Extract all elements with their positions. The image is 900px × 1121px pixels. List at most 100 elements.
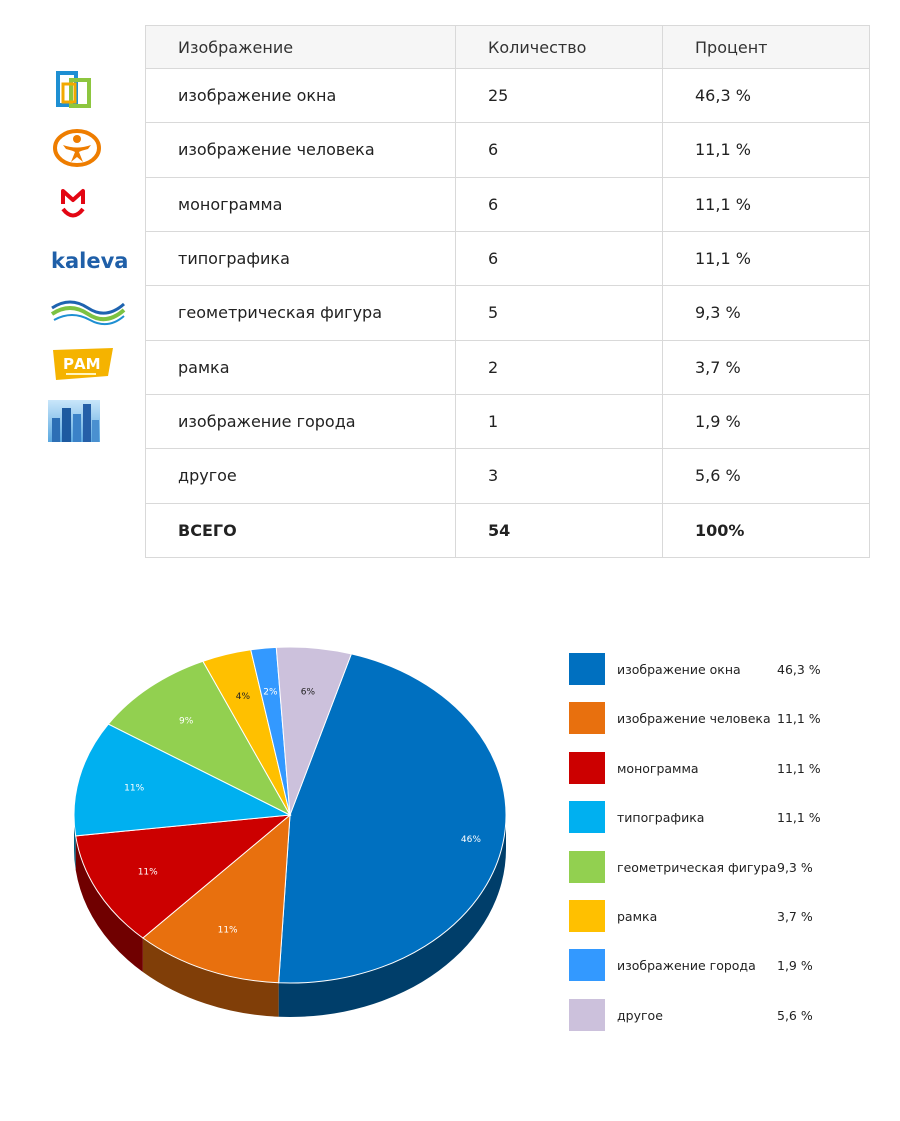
legend-item: изображение окна 46,3 % (569, 653, 869, 702)
table-row: типографика 6 11,1 % (145, 230, 870, 287)
pie-slice (75, 814, 292, 939)
pie-chart: 46% 11% 11% 11% 9% 4% 2% 6% (73, 646, 507, 1017)
legend-label: геометрическая фигура (617, 859, 777, 875)
ram-logo: РАМ (53, 348, 113, 380)
header-image: Изображение (145, 25, 456, 69)
windows-logo (56, 71, 91, 108)
pie-slice (142, 813, 291, 984)
cell-category: геометрическая фигура (145, 285, 456, 341)
cell-count: 5 (455, 285, 663, 341)
cell-category: монограмма (145, 176, 456, 232)
table-row: изображение окна 25 46,3 % (145, 67, 870, 124)
cell-category: типографика (145, 230, 456, 287)
pie-data-label: 4% (236, 692, 251, 702)
legend-swatch (569, 949, 605, 982)
pie-slice-side (142, 938, 279, 1017)
legend-swatch (569, 653, 605, 685)
table-row: монограмма 6 11,1 % (145, 176, 870, 232)
legend-value: 11,1 % (777, 711, 821, 727)
table-row: рамка 2 3,7 % (145, 339, 870, 395)
legend-swatch (569, 702, 605, 735)
cell-category: изображение окна (145, 67, 456, 124)
legend-item: геометрическая фигура 9,3 % (569, 850, 869, 900)
legend-swatch (569, 801, 605, 834)
pie-data-label: 11% (218, 925, 238, 935)
svg-text:РАМ: РАМ (63, 355, 101, 373)
legend-item: изображение города 1,9 % (569, 949, 869, 998)
pie-slice (107, 660, 292, 817)
legend-swatch (569, 751, 605, 784)
legend-value: 1,9 % (777, 958, 813, 974)
table-row: изображение города 1 1,9 % (145, 393, 870, 450)
cell-category: другое (145, 448, 456, 504)
kaleva-logo: kaleva (51, 249, 128, 273)
wave-logo (50, 300, 126, 326)
legend-value: 3,7 % (777, 908, 813, 924)
total-count: 54 (455, 502, 663, 559)
cell-percent: 11,1 % (662, 176, 870, 232)
legend-label: изображение человека (617, 711, 771, 727)
pie-slice (275, 646, 353, 816)
results-table: Изображение Количество Процент изображен… (145, 25, 870, 559)
total-label: ВСЕГО (145, 502, 456, 559)
legend-label: монограмма (617, 760, 699, 776)
legend-label: рамка (617, 908, 658, 924)
legend-label: изображение окна (617, 662, 741, 677)
legend-label: другое (617, 1007, 663, 1023)
pie-data-label: 11% (138, 868, 158, 878)
person-logo (53, 129, 101, 167)
cell-percent: 11,1 % (662, 122, 870, 178)
legend-value: 11,1 % (777, 760, 821, 776)
cell-count: 6 (455, 122, 663, 178)
pie-data-label: 9% (179, 716, 194, 726)
pie-slice-side (75, 835, 143, 973)
cell-percent: 5,6 % (662, 448, 870, 504)
pie-slice (73, 723, 292, 837)
legend-item: монограмма 11,1 % (569, 751, 869, 801)
pie-data-label: 6% (301, 687, 316, 697)
city-logo (48, 400, 100, 442)
table-header-row: Изображение Количество Процент (145, 25, 870, 69)
legend-swatch (569, 899, 605, 932)
legend-item: изображение человека 11,1 % (569, 702, 869, 751)
cell-category: изображение человека (145, 122, 456, 178)
legend-swatch (569, 850, 605, 883)
pie-data-label: 46% (461, 835, 481, 845)
cell-count: 3 (455, 448, 663, 504)
legend-value: 9,3 % (777, 859, 813, 875)
cell-category: изображение города (145, 393, 456, 450)
cell-count: 2 (455, 339, 663, 395)
pie-slice (278, 653, 507, 984)
legend-label: типографика (617, 810, 705, 826)
legend-item: рамка 3,7 % (569, 899, 869, 949)
cell-count: 1 (455, 393, 663, 450)
legend-swatch (569, 998, 605, 1031)
logo-column: kaleva РАМ (0, 0, 140, 560)
legend-value: 46,3 % (777, 662, 821, 677)
monogram-logo (61, 189, 85, 218)
total-percent: 100% (662, 502, 870, 559)
header-count: Количество (455, 25, 663, 69)
legend-label: изображение города (617, 958, 756, 974)
cell-percent: 11,1 % (662, 230, 870, 287)
legend-value: 11,1 % (777, 810, 821, 826)
table-total-row: ВСЕГО 54 100% (145, 502, 870, 559)
cell-count: 6 (455, 176, 663, 232)
table-row: другое 3 5,6 % (145, 448, 870, 504)
chart-legend: изображение окна 46,3 % изображение челове… (569, 653, 869, 1048)
cell-percent: 1,9 % (662, 393, 870, 450)
cell-percent: 9,3 % (662, 285, 870, 341)
cell-category: рамка (145, 339, 456, 395)
table-row: изображение человека 6 11,1 % (145, 122, 870, 178)
table-row: геометрическая фигура 5 9,3 % (145, 285, 870, 341)
pie-data-label: 11% (124, 783, 144, 793)
pie-slice-side (278, 815, 506, 1017)
legend-value: 5,6 % (777, 1007, 813, 1023)
cell-percent: 3,7 % (662, 339, 870, 395)
legend-item: типографика 11,1 % (569, 801, 869, 850)
pie-data-label: 2% (263, 688, 278, 698)
cell-count: 25 (455, 67, 663, 124)
svg-text:kaleva: kaleva (51, 249, 128, 273)
cell-percent: 46,3 % (662, 67, 870, 124)
cell-count: 6 (455, 230, 663, 287)
